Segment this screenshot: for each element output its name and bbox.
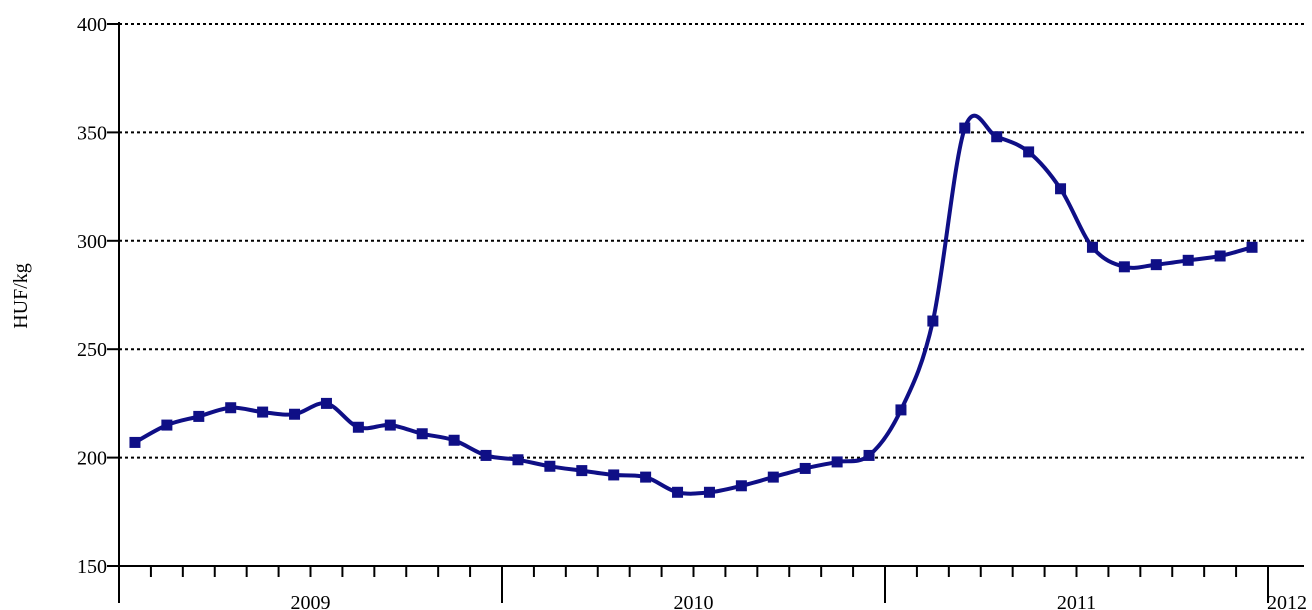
- data-point: [544, 460, 556, 472]
- data-point: [799, 462, 811, 474]
- y-tick-label: 400: [77, 14, 107, 36]
- x-tick-label: 2010: [674, 592, 714, 610]
- grid-lines: [119, 23, 1304, 459]
- data-point: [1246, 241, 1258, 253]
- data-point: [480, 449, 492, 461]
- data-point: [895, 404, 907, 416]
- data-point: [448, 434, 460, 446]
- x-tick-label: 2009: [291, 592, 331, 610]
- data-point: [257, 406, 269, 418]
- data-point: [320, 397, 332, 409]
- x-tick-label: 2011: [1057, 592, 1096, 610]
- data-point: [289, 408, 301, 420]
- series-markers: [129, 122, 1258, 498]
- x-tick-labels: 2009 2010 2011 2012: [291, 592, 1308, 610]
- data-point: [161, 419, 173, 431]
- data-point: [576, 465, 588, 477]
- data-point: [512, 454, 524, 466]
- x-tick-label: 2012: [1267, 592, 1307, 610]
- data-point: [1086, 241, 1098, 253]
- data-point: [1023, 146, 1035, 158]
- data-point: [129, 436, 141, 448]
- y-tick-label: 350: [77, 122, 107, 144]
- data-point: [672, 486, 684, 498]
- data-point: [863, 449, 875, 461]
- y-tick-label: 200: [77, 448, 107, 470]
- data-point: [831, 456, 843, 468]
- data-point: [927, 315, 939, 327]
- data-point: [1055, 183, 1067, 195]
- data-point: [767, 471, 779, 483]
- data-point: [959, 122, 971, 134]
- data-point: [703, 486, 715, 498]
- axes: [107, 22, 1304, 603]
- y-tick-label: 300: [77, 231, 107, 253]
- data-point: [1182, 254, 1194, 266]
- data-point: [608, 469, 620, 481]
- y-tick-label: 250: [77, 339, 107, 361]
- data-point: [384, 419, 396, 431]
- data-point: [640, 471, 652, 483]
- y-axis-label: HUF/kg: [10, 263, 32, 329]
- y-tick-label: 150: [77, 556, 107, 578]
- data-point: [1150, 259, 1162, 271]
- data-point: [1214, 250, 1226, 262]
- data-point: [1118, 261, 1130, 273]
- data-point: [352, 421, 364, 433]
- data-point: [193, 410, 205, 422]
- y-tick-labels: 150 200 250 300 350 400: [77, 14, 107, 578]
- data-point: [991, 131, 1003, 143]
- series-line: [133, 113, 1254, 496]
- data-point: [416, 428, 428, 440]
- data-point: [225, 402, 237, 414]
- data-point: [735, 480, 747, 492]
